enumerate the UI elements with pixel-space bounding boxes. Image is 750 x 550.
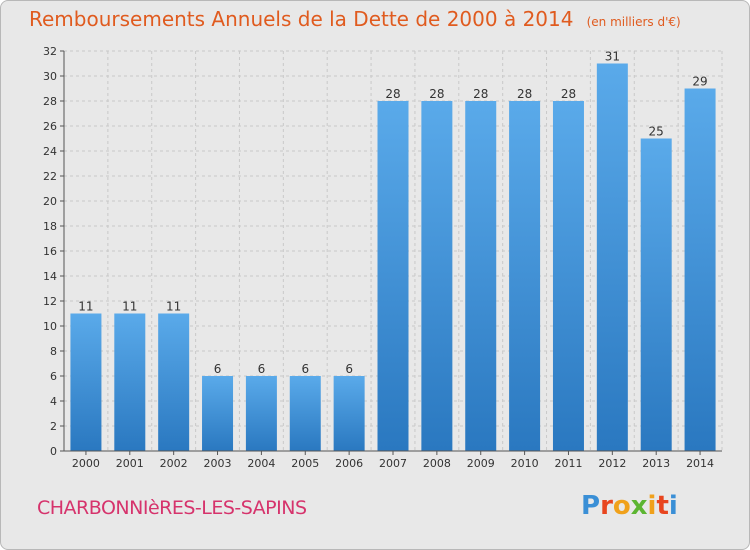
data-label: 6 (214, 362, 222, 376)
x-tick-label: 2005 (291, 457, 319, 470)
bar (202, 376, 234, 451)
y-tick-label: 12 (43, 295, 57, 308)
data-label: 11 (78, 300, 93, 314)
y-tick-label: 20 (43, 195, 57, 208)
bar (333, 376, 365, 451)
bar (114, 313, 146, 451)
proxiti-logo[interactable]: Proxiti (581, 491, 678, 521)
logo-letter: P (581, 491, 601, 521)
label-layer: 11 11 11 6 6 6 6 28 28 28 28 28 31 25 29 (78, 50, 707, 377)
bar (421, 101, 453, 451)
logo-letter: t (656, 491, 669, 521)
data-label: 28 (429, 87, 444, 101)
y-tick-label: 6 (50, 370, 57, 383)
chart-unit: (en milliers d'€) (586, 15, 681, 29)
x-tick-label: 2012 (598, 457, 626, 470)
y-tick-label: 22 (43, 170, 57, 183)
bar (245, 376, 277, 451)
x-tick-label: 2002 (160, 457, 188, 470)
logo-letter: o (612, 491, 631, 521)
logo-letter: i (647, 491, 657, 521)
data-label: 28 (385, 87, 400, 101)
y-tick-label: 32 (43, 45, 57, 58)
logo-letter: x (630, 491, 648, 521)
data-label: 29 (692, 75, 707, 89)
y-tick-label: 14 (43, 270, 57, 283)
data-label: 25 (649, 125, 664, 139)
logo-letter: i (668, 491, 678, 521)
x-tick-label: 2004 (247, 457, 275, 470)
y-tick-label: 0 (50, 445, 57, 458)
bar (640, 138, 672, 451)
x-tick-label: 2011 (554, 457, 582, 470)
x-tick-label: 2000 (72, 457, 100, 470)
logo-letter: r (600, 491, 613, 521)
y-tick-label: 4 (50, 395, 57, 408)
x-tick-label: 2009 (467, 457, 495, 470)
data-label: 11 (166, 300, 181, 314)
x-tick-label: 2007 (379, 457, 407, 470)
x-tick-label: 2014 (686, 457, 714, 470)
y-tick-label: 10 (43, 320, 57, 333)
y-tick-label: 28 (43, 95, 57, 108)
bar (465, 101, 497, 451)
data-label: 28 (473, 87, 488, 101)
y-tick-label: 8 (50, 345, 57, 358)
data-label: 11 (122, 300, 137, 314)
commune-name: CHARBONNIèRES-LES-SAPINS (37, 497, 307, 519)
x-tick-label: 2003 (204, 457, 232, 470)
x-tick-label: 2001 (116, 457, 144, 470)
data-label: 31 (605, 50, 620, 64)
bar (509, 101, 541, 451)
y-tick-label: 2 (50, 420, 57, 433)
y-tick-label: 16 (43, 245, 57, 258)
bar-layer (70, 63, 716, 451)
bar (377, 101, 409, 451)
data-label: 6 (258, 362, 266, 376)
y-tick-label: 30 (43, 70, 57, 83)
bar (552, 101, 584, 451)
data-label: 6 (345, 362, 353, 376)
x-tick-label: 2006 (335, 457, 363, 470)
y-tick-label: 24 (43, 145, 57, 158)
y-tick-label: 18 (43, 220, 57, 233)
x-tick-label: 2013 (642, 457, 670, 470)
x-tick-label: 2010 (511, 457, 539, 470)
bar (70, 313, 102, 451)
data-label: 6 (301, 362, 309, 376)
title-row: Remboursements Annuels de la Dette de 20… (29, 7, 681, 31)
data-label: 28 (517, 87, 532, 101)
chart-title: Remboursements Annuels de la Dette de 20… (29, 7, 574, 31)
bar (158, 313, 190, 451)
x-tick-label: 2008 (423, 457, 451, 470)
bar (684, 88, 716, 451)
bar (289, 376, 321, 451)
bar (596, 63, 628, 451)
data-label: 28 (561, 87, 576, 101)
y-tick-label: 26 (43, 120, 57, 133)
